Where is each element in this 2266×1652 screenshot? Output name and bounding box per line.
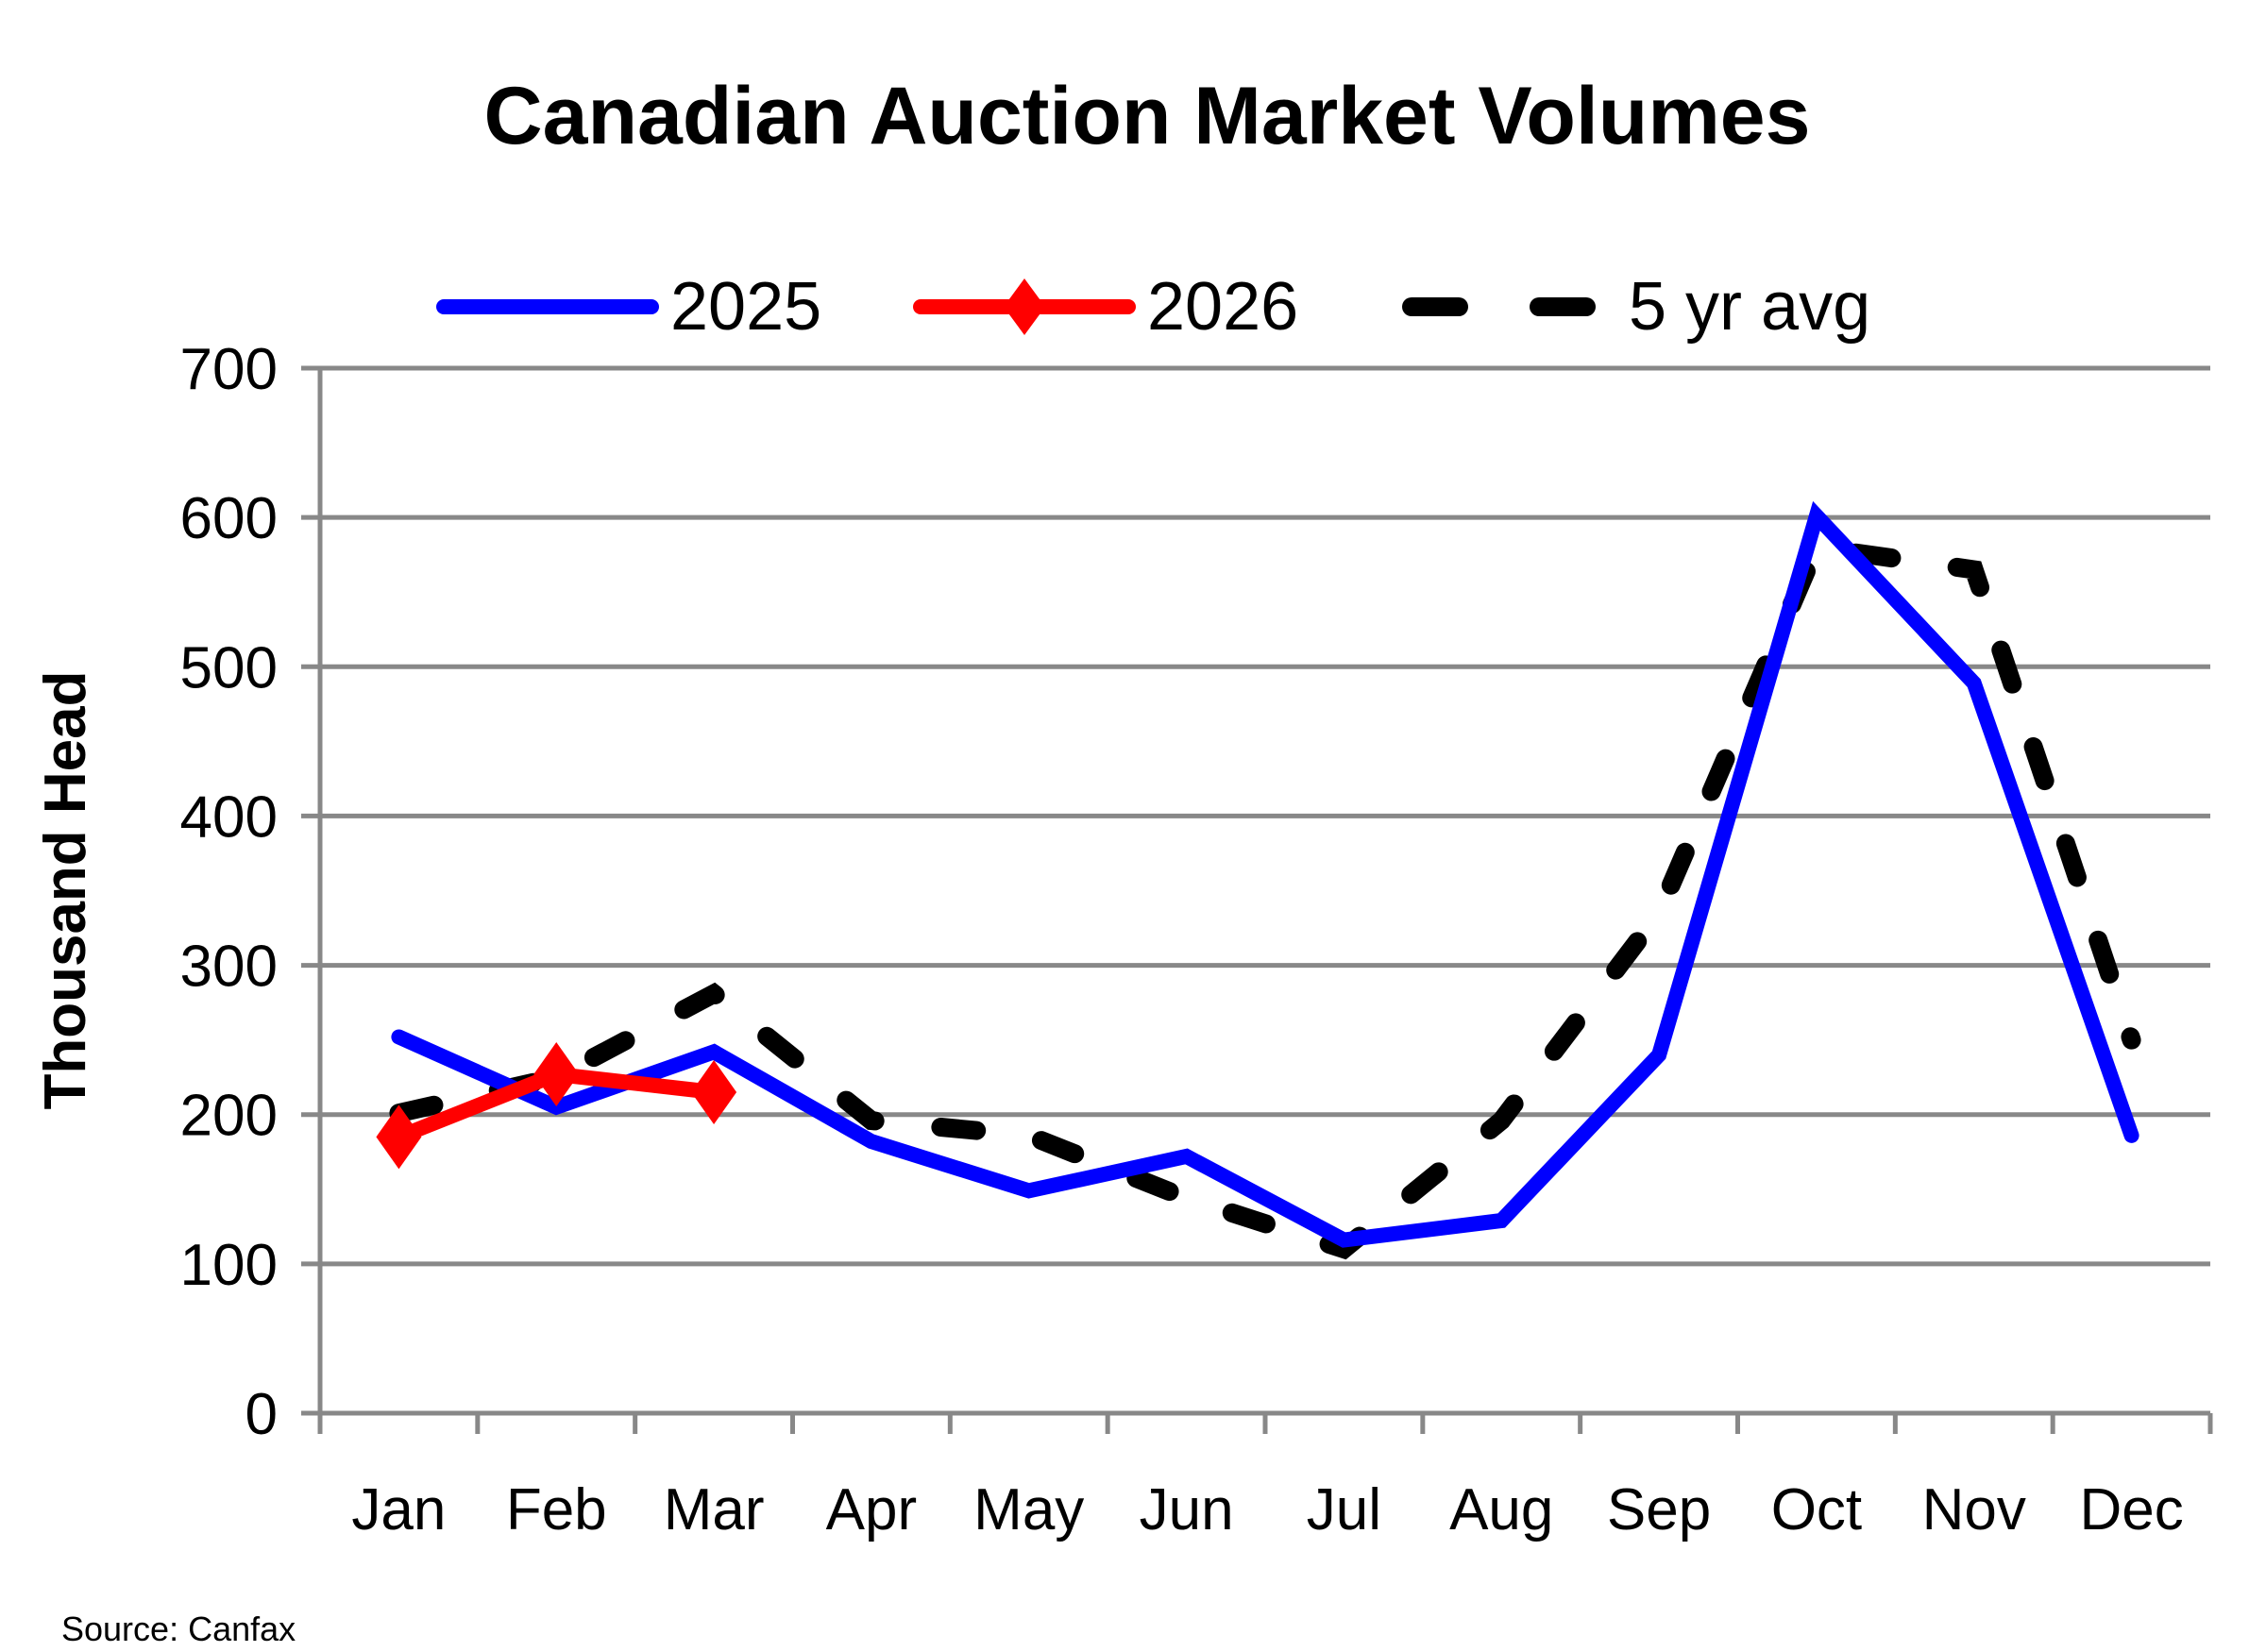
y-tick-label: 200 bbox=[180, 1084, 278, 1149]
source-note: Source: Canfax bbox=[61, 1610, 296, 1647]
x-tick-label: Dec bbox=[2079, 1477, 2183, 1542]
legend: 2025 2026 5 yr avg bbox=[436, 269, 1870, 345]
series-line-5-yr-avg bbox=[389, 536, 2141, 1260]
data-point-marker bbox=[691, 1059, 737, 1124]
y-tick-label: 400 bbox=[180, 784, 278, 850]
series-line-2025 bbox=[391, 500, 2139, 1248]
y-tick-label: 500 bbox=[180, 635, 278, 700]
legend-label: 2025 bbox=[670, 269, 821, 345]
legend-marker bbox=[1004, 278, 1045, 335]
x-tick-label: Nov bbox=[1922, 1477, 2026, 1542]
y-axis-label: Thousand Head bbox=[33, 670, 98, 1109]
y-tick-label: 300 bbox=[180, 935, 278, 1000]
gridlines bbox=[320, 365, 2210, 1267]
legend-label: 2026 bbox=[1147, 269, 1298, 345]
x-tick-label: Jan bbox=[351, 1477, 446, 1542]
x-tick-label: Aug bbox=[1449, 1477, 1553, 1542]
data-point-marker bbox=[533, 1042, 580, 1107]
x-tick-label: May bbox=[973, 1477, 1084, 1542]
y-tick-label: 100 bbox=[180, 1233, 278, 1298]
y-tick-label: 600 bbox=[180, 486, 278, 551]
x-tick-label: Jul bbox=[1307, 1477, 1381, 1542]
x-tick-label: Feb bbox=[506, 1477, 607, 1542]
x-tick-label: Oct bbox=[1771, 1477, 1862, 1542]
y-tick-label: 0 bbox=[245, 1382, 278, 1447]
chart-title: Canadian Auction Market Volumes bbox=[484, 71, 1811, 161]
axes: 0 100 200 300 400 500 600 700 Jan Feb Mar Apr May Jun… bbox=[180, 337, 2213, 1542]
y-tick-label: 700 bbox=[180, 337, 278, 402]
legend-label: 5 yr avg bbox=[1629, 269, 1870, 345]
x-tick-label: Mar bbox=[664, 1477, 765, 1542]
x-tick-label: Sep bbox=[1607, 1477, 1711, 1542]
x-tick-label: Jun bbox=[1140, 1477, 1234, 1542]
data-point-marker bbox=[376, 1104, 422, 1170]
series-lines bbox=[376, 500, 2141, 1260]
x-tick-label: Apr bbox=[826, 1477, 917, 1542]
